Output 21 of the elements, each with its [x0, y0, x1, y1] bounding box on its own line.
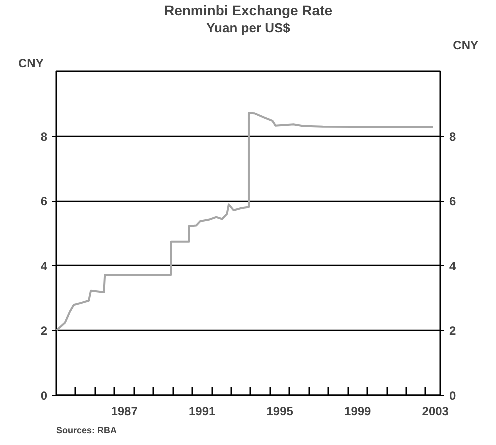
y-axis-title: CNY [18, 56, 44, 70]
x-tick-label: 1987 [111, 404, 138, 418]
chart-subtitle: Yuan per US$ [206, 20, 292, 36]
y-tick-label: 6 [40, 194, 48, 209]
y2-tick-label: 2 [450, 324, 456, 338]
y2-tick-label: 0 [450, 389, 456, 403]
line-series [56, 112, 434, 332]
y-tick-label: 8 [40, 130, 48, 144]
y2-axis-title: CNY [453, 38, 479, 52]
y2-tick-label: 4 [450, 259, 456, 274]
source-note: Sources: RBA [56, 426, 118, 436]
x-tick-label: 1991 [188, 404, 216, 418]
y-tick-label: 0 [40, 389, 48, 403]
x-tick-label: 2003 [422, 404, 450, 418]
chart-title: Renminbi Exchange Rate [164, 2, 333, 18]
x-tick-label: 1995 [266, 404, 294, 418]
y2-tick-label: 8 [450, 130, 456, 144]
y-tick-label: 4 [40, 259, 48, 274]
y-tick-label: 2 [40, 324, 48, 338]
y2-tick-label: 6 [450, 194, 456, 209]
x-tick-label: 1999 [344, 404, 372, 418]
